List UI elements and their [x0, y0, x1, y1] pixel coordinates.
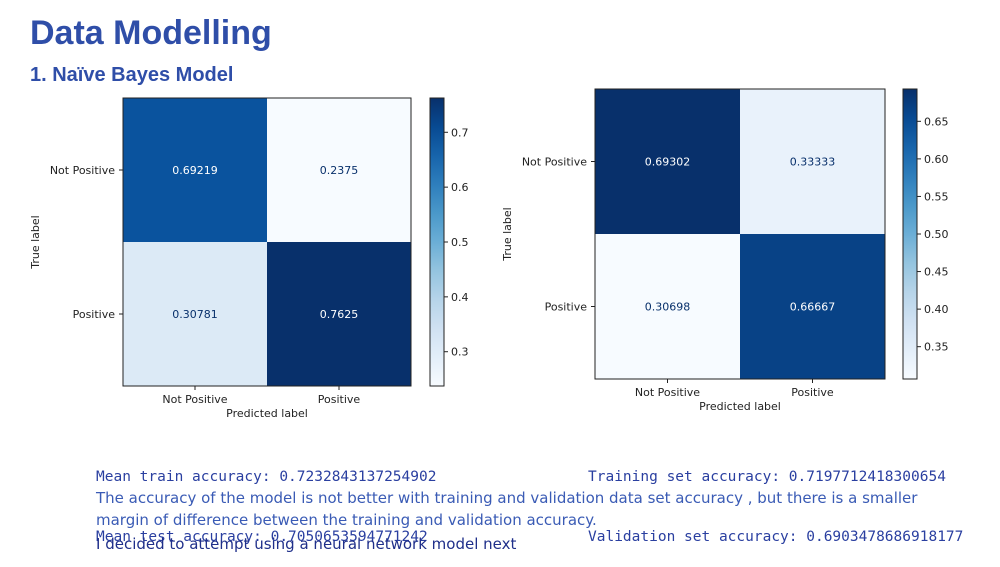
cell-value-label-0-0: 0.69302 [645, 156, 691, 169]
matrix-cell-1-1 [267, 242, 411, 386]
colorbar-tick-label-6: 0.65 [924, 115, 949, 128]
matrix-cell-1-1 [740, 234, 885, 379]
mean-train-accuracy: Mean train accuracy: 0.7232843137254902 [96, 469, 437, 485]
slide-subtitle: 1. Naïve Bayes Model [30, 64, 234, 86]
matrix-cell-0-0 [123, 98, 267, 242]
colorbar-tick-label-3: 0.6 [451, 181, 469, 194]
matrix-frame [594, 88, 886, 380]
cell-value-label-0-1: 0.33333 [790, 156, 836, 169]
colorbar-tick-label-2: 0.45 [924, 266, 949, 279]
cell-value-label-1-1: 0.66667 [790, 301, 836, 314]
conclusion-text: I decided to attempt using a neural netw… [96, 535, 517, 553]
matrix-cell-0-1 [740, 89, 885, 234]
cell-value-label-0-1: 0.2375 [320, 164, 359, 177]
cell-value-label-0-0: 0.69219 [172, 164, 218, 177]
y-tick-label-1: Positive [73, 308, 116, 321]
mean-test-accuracy: Mean test accuracy: 0.7050653594771242 [96, 529, 428, 545]
y-tick-label-1: Positive [545, 301, 588, 314]
x-axis-label: Predicted label [699, 400, 781, 413]
cell-value-label-1-0: 0.30698 [645, 301, 691, 314]
x-tick-label-1: Positive [318, 393, 361, 406]
colorbar [902, 88, 918, 380]
slide-title: Data Modelling [30, 14, 272, 52]
matrix-cell-1-0 [595, 234, 740, 379]
colorbar-tick-label-1: 0.40 [924, 303, 949, 316]
y-axis-label: True label [501, 207, 514, 261]
colorbar-tick-label-4: 0.7 [451, 126, 469, 139]
x-axis-label: Predicted label [226, 407, 308, 420]
x-tick-label-1: Positive [791, 386, 834, 399]
colorbar-tick-label-0: 0.35 [924, 341, 949, 354]
colorbar-tick-label-4: 0.55 [924, 190, 949, 203]
y-axis-label: True label [29, 215, 42, 269]
colorbar-tick-label-1: 0.4 [451, 291, 469, 304]
training-set-accuracy: Training set accuracy: 0.719771241830065… [588, 469, 946, 485]
validation-set-accuracy: Validation set accuracy: 0.6903478686918… [588, 529, 964, 545]
colorbar-tick-label-0: 0.3 [451, 346, 469, 359]
y-tick-label-0: Not Positive [50, 164, 115, 177]
colorbar-tick-label-5: 0.60 [924, 153, 949, 166]
matrix-frame [122, 97, 412, 387]
cell-value-label-1-1: 0.7625 [320, 308, 359, 321]
metrics-left: Mean train accuracy: 0.7232843137254902 … [96, 427, 436, 567]
matrix-cell-0-0 [595, 89, 740, 234]
colorbar-tick-label-3: 0.50 [924, 228, 949, 241]
matrix-cell-0-1 [267, 98, 411, 242]
x-tick-label-0: Not Positive [635, 386, 700, 399]
x-tick-label-0: Not Positive [162, 393, 227, 406]
analysis-paragraph: The accuracy of the model is not better … [96, 489, 918, 529]
cell-value-label-1-0: 0.30781 [172, 308, 218, 321]
y-tick-label-0: Not Positive [522, 156, 587, 169]
colorbar-tick-label-2: 0.5 [451, 236, 469, 249]
matrix-cell-1-0 [123, 242, 267, 386]
metrics-right: Training set accuracy: 0.719771241830065… [588, 427, 963, 567]
